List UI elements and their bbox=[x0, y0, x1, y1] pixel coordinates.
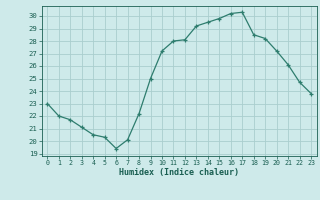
X-axis label: Humidex (Indice chaleur): Humidex (Indice chaleur) bbox=[119, 168, 239, 177]
